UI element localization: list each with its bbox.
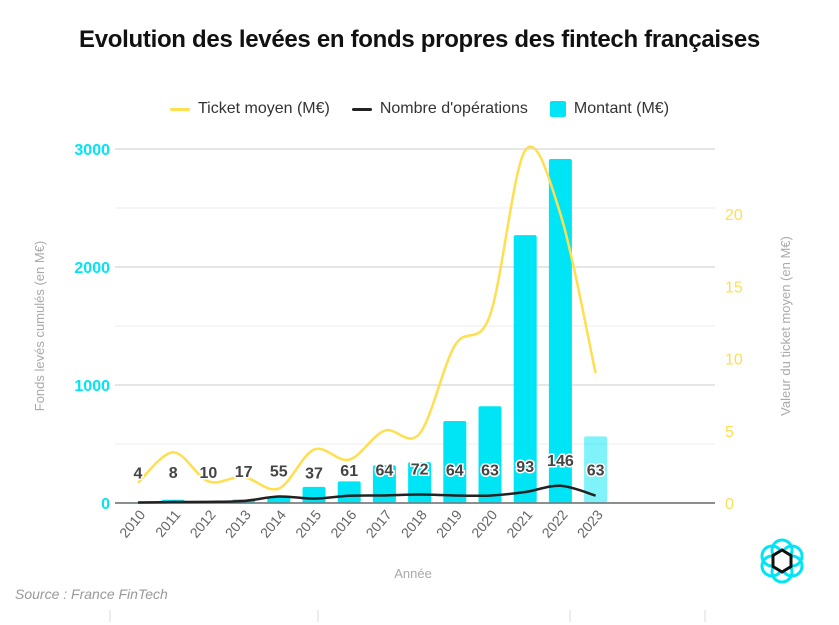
x-axis-title: Année	[394, 566, 432, 581]
bar-2019	[443, 420, 467, 503]
x-tick-label: 2013	[222, 506, 254, 540]
data-label: 61	[340, 463, 358, 480]
x-tick-label: 2011	[152, 506, 184, 540]
data-label: 37	[305, 466, 323, 483]
bar-2020	[478, 406, 502, 503]
data-label: 10	[200, 465, 218, 482]
legend-swatch	[351, 107, 372, 111]
y2-tick-label: 15	[725, 279, 743, 296]
legend: Ticket moyen (M€) Nombre d'opérations Mo…	[0, 100, 839, 118]
bar-2016	[337, 481, 361, 503]
data-label: 8	[169, 465, 178, 482]
x-tick-label: 2020	[468, 506, 500, 540]
x-tick-label: 2016	[327, 506, 359, 540]
line-nombre-operations	[137, 484, 596, 504]
legend-item-ticket-moyen[interactable]: Ticket moyen (M€)	[169, 100, 330, 118]
data-label: 4	[134, 466, 143, 483]
y2-tick-label: 0	[725, 496, 734, 513]
y-tick-label: 3000	[74, 142, 110, 159]
data-label: 17	[235, 464, 253, 481]
legend-swatch	[549, 101, 566, 117]
y2-tick-label: 10	[725, 352, 743, 369]
legend-swatch	[169, 107, 190, 111]
y-axis-title: Fonds levés cumulés (en M€)	[32, 241, 47, 412]
x-tick-label: 2018	[398, 506, 430, 540]
x-tick-label: 2022	[538, 506, 570, 540]
data-label: 64	[376, 462, 394, 479]
legend-label: Nombre d'opérations	[379, 100, 528, 117]
data-label: 55	[270, 464, 288, 481]
legend-item-montant[interactable]: Montant (M€)	[549, 100, 670, 118]
source-note: Source : France FinTech	[15, 586, 168, 602]
x-tick-label: 2017	[362, 506, 394, 540]
x-tick-label: 2012	[186, 506, 218, 540]
bar-2017	[372, 465, 396, 503]
chart-title: Evolution des levées en fonds propres de…	[79, 26, 760, 53]
data-label: 64	[446, 462, 464, 479]
bar-2023	[584, 436, 608, 503]
data-label: 72	[411, 462, 429, 479]
y2-tick-label: 20	[725, 207, 743, 224]
data-label: 63	[587, 463, 605, 480]
data-label: 146	[547, 453, 574, 470]
y-tick-label: 1000	[74, 378, 110, 395]
x-tick-label: 2015	[292, 506, 324, 540]
bar-2021	[513, 235, 537, 503]
y-tick-label: 2000	[74, 260, 110, 277]
x-tick-label: 2023	[574, 506, 606, 540]
x-tick-label: 2021	[503, 506, 535, 540]
y2-axis-title: Valeur du ticket moyen (en M€)	[778, 236, 793, 416]
x-tick-label: 2014	[257, 506, 289, 540]
x-tick-label: 2010	[116, 506, 148, 540]
bar-2018	[408, 462, 432, 503]
x-tick-label: 2019	[433, 506, 465, 540]
line-ticket-moyen	[137, 145, 597, 491]
bar-2022	[548, 159, 572, 503]
bar-2015	[302, 486, 326, 503]
legend-item-nombre-operations[interactable]: Nombre d'opérations	[351, 100, 528, 118]
legend-label: Montant (M€)	[573, 100, 670, 117]
legend-label: Ticket moyen (M€)	[197, 100, 330, 117]
brand-logo-icon	[760, 538, 804, 584]
y-tick-label: 0	[101, 496, 110, 513]
y2-tick-label: 5	[725, 424, 734, 441]
data-label: 93	[516, 459, 534, 476]
data-label: 63	[481, 463, 499, 480]
